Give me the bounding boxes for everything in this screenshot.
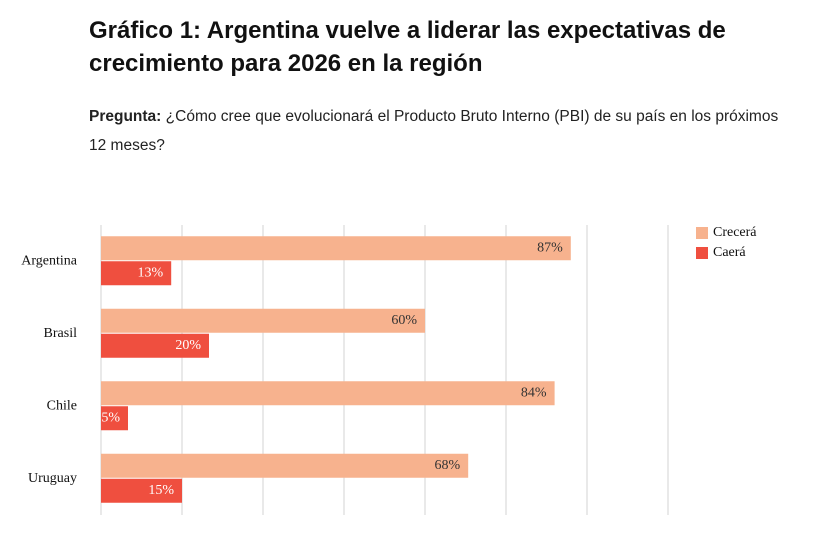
bar: [101, 261, 172, 286]
bar: [101, 453, 469, 478]
bar: [101, 308, 425, 333]
value-label: 87%: [537, 240, 563, 255]
y-tick-label: Chile: [47, 398, 77, 413]
legend-swatch: [696, 227, 708, 239]
legend-label: Caerá: [713, 245, 746, 260]
y-tick-label: Uruguay: [28, 471, 77, 486]
question: Pregunta: ¿Cómo cree que evolucionará el…: [89, 102, 789, 160]
value-label: 84%: [521, 385, 547, 400]
value-label: 60%: [391, 313, 417, 328]
chart-title: Gráfico 1: Argentina vuelve a liderar la…: [89, 17, 726, 77]
y-tick-label: Argentina: [21, 253, 78, 268]
value-label: 68%: [435, 458, 461, 473]
value-label: 5%: [101, 410, 120, 425]
legend-label: Crecerá: [713, 225, 757, 240]
value-label: 20%: [175, 338, 201, 353]
bar: [101, 381, 555, 406]
question-text: ¿Cómo cree que evolucionará el Producto …: [89, 108, 779, 154]
y-tick-label: Brasil: [44, 326, 78, 341]
question-label: Pregunta:: [89, 108, 162, 125]
bar: [101, 478, 182, 503]
bar: [101, 236, 571, 261]
value-label: 15%: [148, 483, 174, 498]
bar: [101, 333, 209, 358]
legend-swatch: [696, 247, 708, 259]
value-label: 13%: [138, 265, 164, 280]
bar: [101, 406, 128, 431]
header: Gráfico 1: Argentina vuelve a liderar la…: [89, 14, 789, 160]
